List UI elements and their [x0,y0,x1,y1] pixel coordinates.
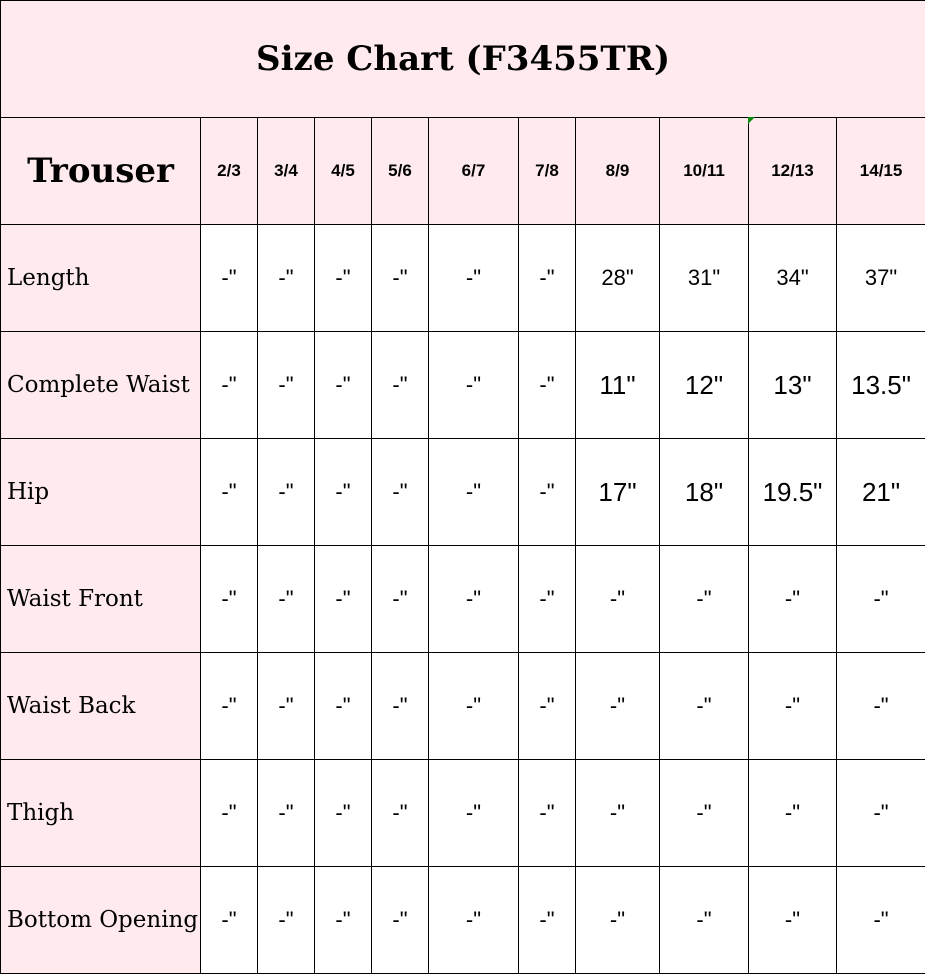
measurement-value: 17" [576,439,660,546]
measurement-value: -" [660,760,749,867]
size-header: 10/11 [660,118,749,225]
measurement-value: -" [749,867,837,974]
measurement-value: -" [749,760,837,867]
table-row: Thigh-"-"-"-"-"-"-"-"-"-" [1,760,925,867]
measurement-value: -" [519,332,576,439]
measurement-value: -" [660,653,749,760]
measurement-value: -" [372,439,429,546]
measurement-value: -" [201,867,258,974]
cell-comment-marker [748,117,755,124]
measurement-value: -" [258,867,315,974]
measurement-value: -" [372,332,429,439]
garment-label: Trouser [1,118,201,225]
measurement-value: -" [429,332,519,439]
measurement-label: Bottom Opening [1,867,201,974]
table-row: Complete Waist-"-"-"-"-"-"11"12"13"13.5" [1,332,925,439]
measurement-value: -" [837,653,925,760]
measurement-value: -" [576,867,660,974]
measurement-value: -" [837,760,925,867]
measurement-value: -" [258,332,315,439]
measurement-value: 31" [660,225,749,332]
measurement-value: -" [315,653,372,760]
measurement-value: -" [372,867,429,974]
size-header: 14/15 [837,118,925,225]
measurement-label: Complete Waist [1,332,201,439]
measurement-value: -" [519,760,576,867]
measurement-value: -" [201,225,258,332]
measurement-value: -" [315,225,372,332]
size-header: 12/13 [749,118,837,225]
measurement-value: -" [315,546,372,653]
size-header: 7/8 [519,118,576,225]
measurement-value: -" [576,546,660,653]
measurement-value: -" [519,653,576,760]
measurement-value: -" [372,760,429,867]
measurement-value: -" [519,546,576,653]
measurement-value: -" [315,760,372,867]
measurement-value: -" [372,653,429,760]
measurement-value: 34" [749,225,837,332]
measurement-value: -" [749,546,837,653]
measurement-value: 19.5" [749,439,837,546]
measurement-value: -" [519,867,576,974]
measurement-value: -" [258,439,315,546]
measurement-value: 21" [837,439,925,546]
measurement-value: -" [201,332,258,439]
measurement-value: -" [660,867,749,974]
measurement-value: -" [315,867,372,974]
measurement-value: -" [201,653,258,760]
size-header: 3/4 [258,118,315,225]
table-row: Hip-"-"-"-"-"-"17"18"19.5"21" [1,439,925,546]
measurement-label: Thigh [1,760,201,867]
measurement-value: -" [372,546,429,653]
table-row: Bottom Opening-"-"-"-"-"-"-"-"-"-" [1,867,925,974]
measurement-value: 37" [837,225,925,332]
measurement-label: Hip [1,439,201,546]
measurement-value: -" [837,867,925,974]
measurement-value: -" [660,546,749,653]
measurement-value: -" [429,439,519,546]
measurement-label: Waist Front [1,546,201,653]
table-row: Length-"-"-"-"-"-"28"31"34"37" [1,225,925,332]
measurement-value: -" [429,225,519,332]
measurement-value: -" [201,439,258,546]
measurement-value: -" [201,546,258,653]
measurement-value: -" [258,760,315,867]
measurement-value: -" [315,332,372,439]
size-header: 4/5 [315,118,372,225]
table-row: Waist Front-"-"-"-"-"-"-"-"-"-" [1,546,925,653]
measurement-value: -" [258,653,315,760]
measurement-value: -" [576,653,660,760]
measurement-label: Waist Back [1,653,201,760]
measurement-value: 28" [576,225,660,332]
size-header: 8/9 [576,118,660,225]
measurement-value: -" [315,439,372,546]
measurement-label: Length [1,225,201,332]
measurement-value: -" [576,760,660,867]
measurement-value: 13.5" [837,332,925,439]
measurement-value: -" [372,225,429,332]
measurement-value: 18" [660,439,749,546]
measurement-value: -" [429,546,519,653]
measurement-value: 13" [749,332,837,439]
measurement-value: -" [429,653,519,760]
size-header: 5/6 [372,118,429,225]
measurement-value: -" [749,653,837,760]
chart-title: Size Chart (F3455TR) [1,1,925,118]
table-row: Waist Back-"-"-"-"-"-"-"-"-"-" [1,653,925,760]
size-header: 2/3 [201,118,258,225]
measurement-value: -" [201,760,258,867]
measurement-value: 11" [576,332,660,439]
measurement-value: -" [519,439,576,546]
measurement-value: -" [429,760,519,867]
measurement-value: -" [258,225,315,332]
measurement-value: -" [429,867,519,974]
measurement-value: -" [258,546,315,653]
measurement-value: 12" [660,332,749,439]
size-header: 6/7 [429,118,519,225]
measurement-value: -" [519,225,576,332]
measurement-value: -" [837,546,925,653]
